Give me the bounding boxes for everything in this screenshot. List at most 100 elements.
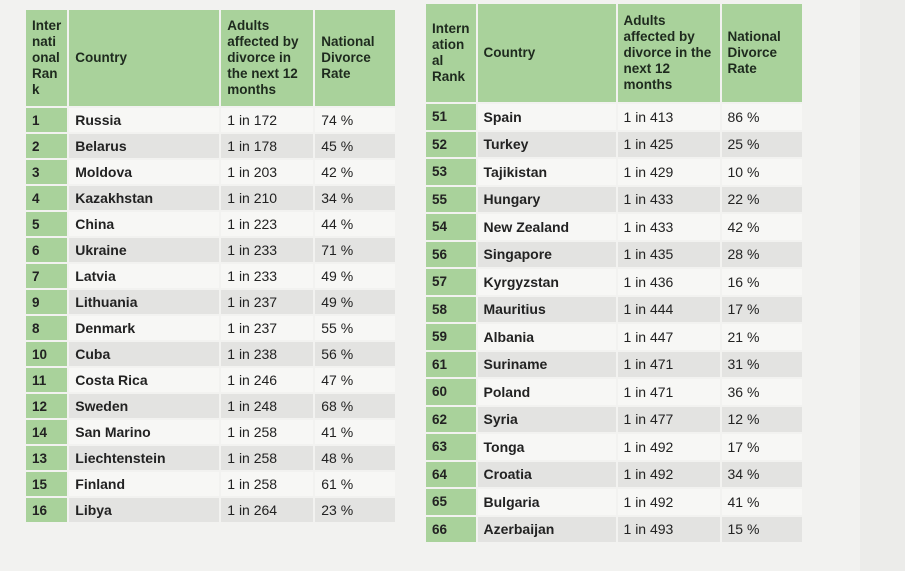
adults-affected-cell: 1 in 258 [221,446,314,470]
adults-affected-cell: 1 in 237 [221,316,314,340]
divorce-rate-cell: 49 % [315,264,396,288]
country-cell: Kazakhstan [69,186,220,210]
rank-cell: 53 [426,159,476,185]
divorce-rate-cell: 12 % [721,406,802,432]
adults-affected-cell: 1 in 429 [617,159,720,185]
table-row: 5 China 1 in 223 44 % [26,212,396,236]
country-cell: Spain [477,104,616,130]
divorce-rate-cell: 48 % [315,446,396,470]
header-country: Country [477,4,616,102]
table-row: 11 Costa Rica 1 in 246 47 % [26,368,396,392]
table-row: 64 Croatia 1 in 492 34 % [426,461,802,487]
adults-affected-cell: 1 in 258 [221,420,314,444]
rank-cell: 14 [26,420,68,444]
rank-cell: 8 [26,316,68,340]
divorce-rate-cell: 10 % [721,159,802,185]
divorce-rate-cell: 45 % [315,134,396,158]
country-cell: Singapore [477,241,616,267]
rank-cell: 55 [426,186,476,212]
table-row: 6 Ukraine 1 in 233 71 % [26,238,396,262]
table-row: 65 Bulgaria 1 in 492 41 % [426,489,802,515]
rank-cell: 2 [26,134,68,158]
rank-cell: 64 [426,461,476,487]
adults-affected-cell: 1 in 248 [221,394,314,418]
country-cell: Poland [477,379,616,405]
country-cell: Moldova [69,160,220,184]
header-adults-affected: Adults affected by divorce in the next 1… [617,4,720,102]
divorce-table-right: Intern ation al Rank Country Adults affe… [424,2,804,544]
rank-cell: 16 [26,498,68,522]
divorce-rate-cell: 68 % [315,394,396,418]
country-cell: Lithuania [69,290,220,314]
table-row: 3 Moldova 1 in 203 42 % [26,160,396,184]
divorce-rate-cell: 17 % [721,296,802,322]
adults-affected-cell: 1 in 444 [617,296,720,322]
country-cell: San Marino [69,420,220,444]
table-row: 52 Turkey 1 in 425 25 % [426,131,802,157]
adults-affected-cell: 1 in 471 [617,379,720,405]
country-cell: China [69,212,220,236]
adults-affected-cell: 1 in 258 [221,472,314,496]
adults-affected-cell: 1 in 172 [221,108,314,132]
rank-cell: 4 [26,186,68,210]
divorce-rate-cell: 22 % [721,186,802,212]
country-cell: Libya [69,498,220,522]
rank-cell: 56 [426,241,476,267]
table-row: 61 Suriname 1 in 471 31 % [426,351,802,377]
table-row: 7 Latvia 1 in 233 49 % [26,264,396,288]
rank-cell: 60 [426,379,476,405]
adults-affected-cell: 1 in 447 [617,324,720,350]
rank-cell: 65 [426,489,476,515]
adults-affected-cell: 1 in 435 [617,241,720,267]
divorce-rate-cell: 41 % [721,489,802,515]
country-cell: Belarus [69,134,220,158]
table-row: 14 San Marino 1 in 258 41 % [26,420,396,444]
table-row: 16 Libya 1 in 264 23 % [26,498,396,522]
country-cell: Albania [477,324,616,350]
rank-cell: 51 [426,104,476,130]
table-row: 57 Kyrgyzstan 1 in 436 16 % [426,269,802,295]
divorce-rate-cell: 56 % [315,342,396,366]
divorce-rate-cell: 34 % [721,461,802,487]
rank-cell: 54 [426,214,476,240]
rank-cell: 15 [26,472,68,496]
adults-affected-cell: 1 in 425 [617,131,720,157]
rank-cell: 62 [426,406,476,432]
table-row: 62 Syria 1 in 477 12 % [426,406,802,432]
adults-affected-cell: 1 in 433 [617,214,720,240]
divorce-rate-cell: 31 % [721,351,802,377]
divorce-rate-cell: 36 % [721,379,802,405]
rank-cell: 6 [26,238,68,262]
divorce-rate-cell: 17 % [721,434,802,460]
country-cell: Croatia [477,461,616,487]
country-cell: Suriname [477,351,616,377]
adults-affected-cell: 1 in 223 [221,212,314,236]
adults-affected-cell: 1 in 471 [617,351,720,377]
rank-cell: 13 [26,446,68,470]
country-cell: Hungary [477,186,616,212]
table-body-left: 1 Russia 1 in 172 74 % 2 Belarus 1 in 178 45 % 3… [26,108,396,522]
country-cell: Tajikistan [477,159,616,185]
adults-affected-cell: 1 in 436 [617,269,720,295]
divorce-rate-cell: 16 % [721,269,802,295]
table-row: 56 Singapore 1 in 435 28 % [426,241,802,267]
divorce-rate-cell: 42 % [315,160,396,184]
country-cell: Kyrgyzstan [477,269,616,295]
rank-cell: 10 [26,342,68,366]
country-cell: Turkey [477,131,616,157]
adults-affected-cell: 1 in 238 [221,342,314,366]
table-row: 1 Russia 1 in 172 74 % [26,108,396,132]
divorce-rate-cell: 44 % [315,212,396,236]
divorce-rate-cell: 47 % [315,368,396,392]
header-rank: Inter nati onal Ran k [26,10,68,106]
adults-affected-cell: 1 in 210 [221,186,314,210]
adults-affected-cell: 1 in 492 [617,461,720,487]
rank-cell: 9 [26,290,68,314]
rank-cell: 3 [26,160,68,184]
table-row: 9 Lithuania 1 in 237 49 % [26,290,396,314]
table-row: 58 Mauritius 1 in 444 17 % [426,296,802,322]
header-divorce-rate: National Divorce Rate [721,4,802,102]
header-rank: Intern ation al Rank [426,4,476,102]
adults-affected-cell: 1 in 492 [617,434,720,460]
rank-cell: 61 [426,351,476,377]
